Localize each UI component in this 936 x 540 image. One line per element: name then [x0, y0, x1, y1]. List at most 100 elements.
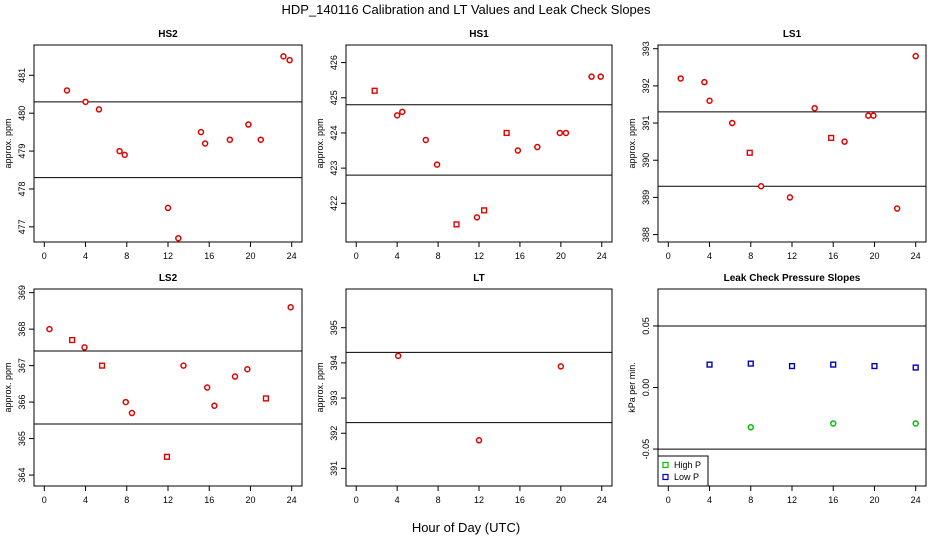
x-tick-label: 16 [515, 495, 525, 505]
x-tick-label: 12 [474, 495, 484, 505]
data-point [870, 112, 877, 119]
y-axis-label: approx. ppm [627, 118, 637, 168]
data-point [597, 73, 604, 80]
y-tick-label: 479 [17, 144, 27, 159]
data-series [706, 360, 919, 371]
x-tick-label: 24 [597, 495, 607, 505]
x-tick-label: 4 [395, 495, 400, 505]
data-point [226, 136, 234, 143]
data-point [280, 53, 287, 60]
x-tick-label: 24 [597, 251, 607, 261]
y-axis-label: kPa per min. [627, 362, 637, 413]
x-tick-label: 16 [828, 251, 838, 261]
x-tick-label: 20 [245, 495, 255, 505]
x-tick-label: 4 [83, 251, 88, 261]
data-point [747, 424, 755, 431]
y-tick-label: 395 [329, 320, 339, 335]
data-point [557, 363, 565, 370]
x-tick-label: 20 [869, 251, 879, 261]
x-tick-label: 8 [436, 251, 441, 261]
data-point [399, 108, 406, 116]
x-tick-label: 12 [163, 251, 173, 261]
data-point [422, 136, 430, 144]
x-tick-label: 12 [787, 495, 797, 505]
x-tick-label: 24 [911, 495, 921, 505]
data-point [830, 361, 837, 368]
x-tick-label: 4 [707, 495, 712, 505]
y-axis-label: approx. ppm [315, 362, 325, 412]
data-point [912, 420, 919, 427]
figure-x-axis-label: Hour of Day (UTC) [412, 520, 520, 535]
x-tick-label: 0 [666, 495, 671, 505]
data-point [893, 205, 901, 212]
x-tick-label: 12 [474, 251, 484, 261]
data-point [706, 361, 713, 368]
y-tick-label: 392 [641, 78, 651, 93]
plot-frame [657, 44, 927, 243]
y-tick-label: 365 [17, 431, 27, 446]
data-point [746, 149, 753, 156]
data-point [122, 398, 129, 406]
plot-frame [345, 44, 613, 243]
panel-title: HS1 [469, 29, 489, 40]
data-point [588, 73, 595, 80]
data-series [393, 73, 604, 221]
data-point [257, 136, 265, 143]
data-point [63, 87, 71, 94]
x-tick-label: 8 [124, 251, 129, 261]
y-tick-label: 0.00 [641, 379, 651, 397]
data-point [203, 384, 211, 391]
y-tick-label: 392 [329, 426, 339, 441]
x-tick-label: 24 [287, 251, 297, 261]
x-tick-label: 16 [515, 251, 525, 261]
data-point [197, 128, 205, 136]
data-series [46, 303, 294, 417]
data-point [871, 362, 878, 370]
data-point [46, 325, 53, 333]
y-tick-label: -0.05 [641, 439, 651, 460]
x-tick-label: 0 [42, 251, 47, 261]
data-point [128, 409, 136, 417]
x-tick-label: 4 [707, 251, 712, 261]
y-tick-label: 423 [329, 161, 339, 176]
x-tick-label: 20 [245, 251, 255, 261]
legend-swatch [662, 461, 669, 469]
x-tick-label: 4 [83, 495, 88, 505]
data-series [69, 336, 270, 460]
x-tick-label: 16 [204, 495, 214, 505]
y-tick-label: 393 [641, 41, 651, 56]
legend-label: High P [674, 460, 701, 470]
legend-box [657, 455, 709, 487]
data-point [912, 52, 919, 60]
data-series [677, 52, 919, 212]
data-point [180, 362, 187, 369]
panel-6: Leak Check Pressure Slopes 0 4 8 12 16 20 24 -0.… [627, 273, 927, 505]
data-point [82, 98, 89, 106]
x-tick-label: 4 [395, 251, 400, 261]
x-tick-label: 16 [204, 251, 214, 261]
data-point [433, 161, 441, 168]
x-tick-label: 12 [163, 495, 173, 505]
x-tick-label: 24 [287, 495, 297, 505]
y-tick-label: 391 [329, 461, 339, 476]
x-tick-label: 20 [556, 251, 566, 261]
y-tick-label: 366 [17, 395, 27, 410]
y-axis-label: approx. ppm [315, 118, 325, 168]
panel-2: HS1 0 4 8 12 16 20 24 422 423 424 425 426 approx. ppm [315, 29, 613, 261]
data-point [121, 151, 128, 159]
y-tick-label: 391 [641, 116, 651, 131]
data-point [811, 104, 818, 112]
panel-title: LT [473, 273, 484, 284]
y-tick-label: 367 [17, 358, 27, 373]
data-point [163, 453, 171, 460]
data-point [728, 119, 736, 127]
data-point [534, 143, 541, 151]
x-tick-label: 20 [869, 495, 879, 505]
data-point [95, 106, 103, 113]
panel-title: LS1 [783, 29, 802, 40]
data-point [475, 437, 483, 444]
data-point [81, 344, 88, 351]
y-tick-label: 0.05 [641, 317, 651, 335]
